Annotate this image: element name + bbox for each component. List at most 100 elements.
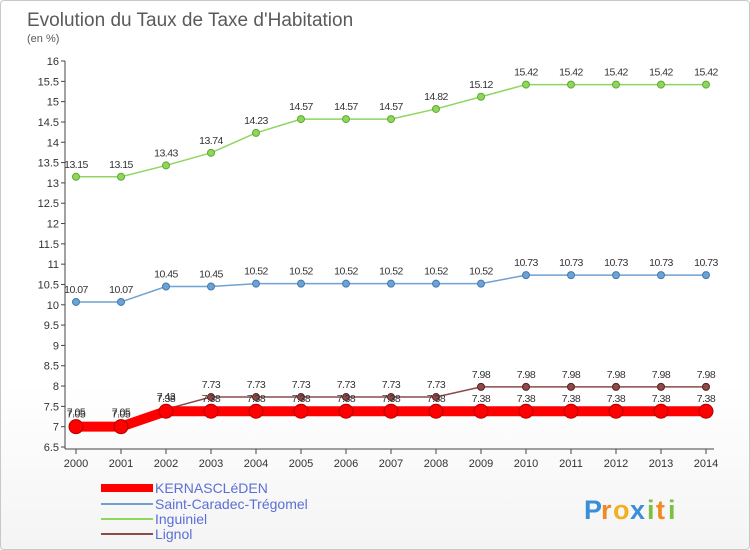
x-tick-label: 2006 bbox=[334, 458, 358, 470]
data-label: 7.38 bbox=[382, 393, 401, 405]
data-point bbox=[612, 271, 620, 280]
proxiti-logo: Pr o x i t i bbox=[584, 495, 676, 525]
data-label: 7.73 bbox=[427, 379, 446, 391]
data-label: 14.57 bbox=[334, 101, 358, 113]
data-point bbox=[518, 403, 534, 419]
data-point bbox=[702, 382, 710, 391]
data-point bbox=[248, 403, 264, 419]
data-point bbox=[567, 80, 575, 89]
x-tick-label: 2014 bbox=[694, 458, 718, 470]
data-label: 7.05 bbox=[67, 409, 86, 421]
x-tick-label: 2012 bbox=[604, 458, 628, 470]
x-tick-label: 2011 bbox=[559, 458, 583, 470]
data-label: 15.42 bbox=[649, 67, 673, 79]
legend-item: Inguiniel bbox=[101, 511, 207, 527]
data-point bbox=[477, 382, 485, 391]
data-label: 14.57 bbox=[379, 101, 403, 113]
logo-letter: P bbox=[584, 495, 602, 525]
logo-letter: i bbox=[647, 495, 655, 525]
legend: KERNASCLéDENSaint-Caradec-TrégomelInguin… bbox=[101, 480, 308, 542]
legend-item: Lignol bbox=[101, 526, 192, 542]
data-label: 14.57 bbox=[289, 101, 313, 113]
y-tick-label: 14 bbox=[47, 137, 59, 149]
data-point bbox=[387, 115, 395, 124]
y-tick-label: 12 bbox=[47, 219, 59, 231]
data-point bbox=[608, 403, 624, 419]
data-point bbox=[432, 279, 440, 288]
data-point bbox=[612, 80, 620, 89]
data-point bbox=[702, 80, 710, 89]
data-point bbox=[657, 80, 665, 89]
data-point bbox=[567, 382, 575, 391]
data-label: 7.38 bbox=[157, 393, 176, 405]
data-label: 7.98 bbox=[472, 369, 491, 381]
data-point bbox=[522, 382, 530, 391]
data-label: 7.73 bbox=[292, 379, 311, 391]
legend-item: Saint-Caradec-Trégomel bbox=[101, 496, 308, 512]
data-point bbox=[657, 382, 665, 391]
data-point bbox=[387, 393, 395, 402]
data-point bbox=[522, 80, 530, 89]
data-label: 7.38 bbox=[562, 393, 581, 405]
data-point bbox=[252, 128, 260, 137]
data-point bbox=[522, 271, 530, 280]
y-tick-label: 13 bbox=[47, 178, 59, 190]
y-tick-label: 11.5 bbox=[38, 239, 59, 251]
data-label: 7.73 bbox=[337, 379, 356, 391]
y-tick-label: 15 bbox=[47, 97, 59, 109]
data-point bbox=[653, 403, 669, 419]
series-layer bbox=[68, 80, 714, 435]
data-point bbox=[162, 161, 170, 170]
logo-letter: o bbox=[613, 495, 630, 525]
data-label: 7.73 bbox=[247, 379, 266, 391]
data-point bbox=[293, 403, 309, 419]
data-point bbox=[383, 403, 399, 419]
logo-letter: r bbox=[601, 495, 612, 525]
data-label: 7.38 bbox=[427, 393, 446, 405]
data-label: 7.38 bbox=[337, 393, 356, 405]
data-label: 10.45 bbox=[199, 269, 223, 281]
data-label: 7.38 bbox=[652, 393, 671, 405]
data-label: 7.98 bbox=[652, 369, 671, 381]
data-label: 7.98 bbox=[607, 369, 626, 381]
y-tick-label: 16 bbox=[47, 56, 59, 68]
axes: 6.5 7 7.5 8 8.5 9 9.5 10 10.5 11 11.5 12 12.5 13 13.5 1… bbox=[38, 56, 719, 470]
x-tick-label: 2005 bbox=[289, 458, 313, 470]
data-point bbox=[297, 115, 305, 124]
data-point bbox=[702, 271, 710, 280]
data-label: 13.15 bbox=[109, 159, 133, 171]
data-label: 7.38 bbox=[517, 393, 536, 405]
data-label: 7.73 bbox=[382, 379, 401, 391]
y-tick-label: 10 bbox=[47, 300, 59, 312]
data-labels: 7.05 7.05 7.38 7.38 7.38 7.38 7.38 7.38 7.38 7.38… bbox=[64, 67, 719, 421]
y-tick-label: 10.5 bbox=[38, 279, 59, 291]
data-label: 10.52 bbox=[424, 266, 448, 278]
data-label: 7.38 bbox=[292, 393, 311, 405]
series-1 bbox=[72, 271, 710, 306]
data-point bbox=[563, 403, 579, 419]
data-point bbox=[297, 279, 305, 288]
data-label: 10.73 bbox=[604, 257, 628, 269]
data-point bbox=[612, 382, 620, 391]
data-label: 10.07 bbox=[109, 284, 133, 296]
data-label: 7.38 bbox=[247, 393, 266, 405]
data-label: 7.38 bbox=[472, 393, 491, 405]
data-label: 7.73 bbox=[202, 379, 221, 391]
data-label: 10.52 bbox=[379, 266, 403, 278]
legend-label: Lignol bbox=[155, 526, 192, 542]
data-point bbox=[477, 92, 485, 101]
data-point bbox=[207, 148, 215, 157]
logo-letter: x bbox=[630, 495, 645, 525]
y-tick-label: 7 bbox=[53, 422, 59, 434]
data-point bbox=[567, 271, 575, 280]
series-0 bbox=[68, 403, 714, 435]
series-line bbox=[76, 83, 706, 178]
data-label: 7.05 bbox=[112, 407, 131, 419]
logo-letter: i bbox=[668, 495, 676, 525]
data-point bbox=[477, 279, 485, 288]
y-tick-label: 8 bbox=[53, 381, 59, 393]
data-point bbox=[72, 297, 80, 306]
data-label: 10.73 bbox=[559, 257, 583, 269]
data-point bbox=[162, 282, 170, 291]
data-label: 14.82 bbox=[424, 91, 448, 103]
